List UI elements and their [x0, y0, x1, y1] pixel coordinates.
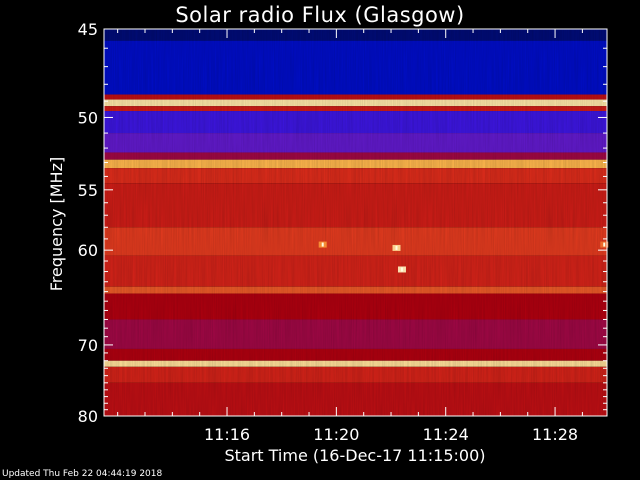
y-axis-label: Frequency [MHz] — [47, 157, 66, 291]
plot-frame — [103, 28, 608, 417]
x-tick-label-2: 11:24 — [423, 425, 469, 444]
updated-timestamp: Updated Thu Feb 22 04:44:19 2018 — [2, 469, 163, 479]
x-tick-label-1: 11:20 — [313, 425, 359, 444]
plot-area — [104, 29, 609, 416]
noise-texture — [104, 29, 607, 416]
burst-markers — [318, 241, 609, 273]
y-tick-label-2: 55 — [78, 181, 98, 200]
burst-core-3 — [603, 242, 606, 247]
x-axis-label: Start Time (16-Dec-17 11:15:00) — [224, 446, 485, 465]
y-tick-label-5: 80 — [78, 407, 98, 426]
x-axis: 11:16 11:20 11:24 11:28 — [117, 29, 583, 444]
burst-core-2 — [321, 242, 324, 247]
y-axis: 45 50 55 60 70 80 — [78, 20, 607, 426]
x-tick-label-0: 11:16 — [204, 425, 250, 444]
y-tick-label-1: 50 — [78, 108, 98, 127]
chart-title: Solar radio Flux (Glasgow) — [175, 3, 465, 27]
burst-core-1 — [400, 267, 403, 272]
burst-core-0 — [395, 245, 398, 250]
y-tick-label-3: 60 — [78, 241, 98, 260]
y-tick-label-0: 45 — [78, 20, 98, 39]
x-tick-label-3: 11:28 — [532, 425, 578, 444]
y-tick-label-4: 70 — [78, 336, 98, 355]
